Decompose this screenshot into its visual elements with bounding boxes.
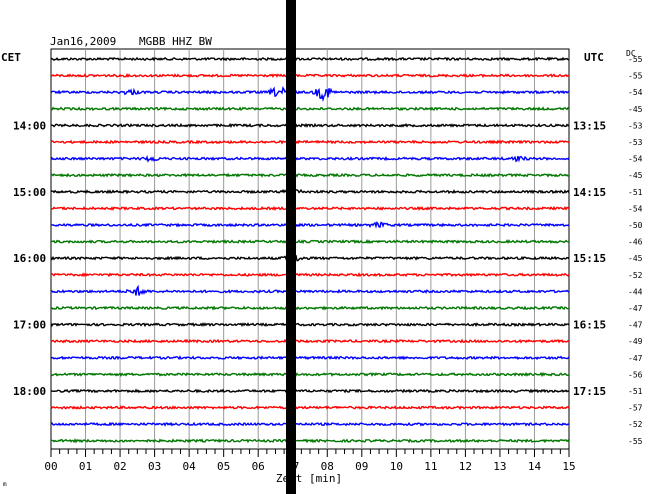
dc-offset-value: -54 [628,155,643,164]
minute-grid [50,48,570,450]
dc-offset-value: -47 [628,354,643,363]
trace-line [50,338,570,344]
trace-line [50,239,570,245]
x-axis-tick-label: 13 [493,460,506,473]
trace-line [50,405,570,411]
trace-line [50,355,570,361]
trace-line [50,72,570,79]
trace-line [50,421,570,427]
dc-offset-value: -51 [628,188,643,197]
dc-offset-value: -52 [628,271,643,280]
trace-line [50,371,570,378]
x-axis-label: Zeit [min] [276,472,342,485]
dc-offset-value: -57 [628,404,643,413]
x-axis-tick-label: 00 [44,460,57,473]
trace-line [50,154,570,163]
left-timezone-label: CET [1,51,21,64]
x-axis-tick-label: 09 [355,460,368,473]
dc-offset-value: -55 [628,437,643,446]
dc-offset-value: -53 [628,121,643,130]
left-hour-label: 18:00 [13,385,46,398]
trace-line [50,139,570,145]
left-hour-label: 15:00 [13,186,46,199]
trace-line [50,220,570,229]
header-date: Jan16,2009 [50,35,116,48]
dc-offset-value: -45 [628,254,643,263]
dc-offset-value: -46 [628,238,643,247]
left-hour-label: 14:00 [13,119,46,132]
x-axis-tick-label: 04 [183,460,197,473]
x-axis-tick-label: 05 [217,460,230,473]
trace-line [50,205,570,212]
dc-offset-value: -55 [628,55,643,64]
dc-offset-labels: -55 -55 -54 -45 -53 -53 -54 -45 -51 -54 -50 -46 -45 -… [628,55,643,446]
right-hour-label: 17:15 [573,385,606,398]
dc-offset-value: -54 [628,204,643,213]
x-axis-tick-label: 03 [148,460,161,473]
trace-line [50,284,570,296]
trace-line [50,172,570,178]
left-hour-label: 17:00 [13,319,46,332]
dc-offset-value: -55 [628,72,643,81]
x-axis-tick-label: 11 [424,460,437,473]
trace-line [50,253,570,263]
x-axis-tick-label: 01 [79,460,92,473]
dc-offset-value: -52 [628,420,643,429]
trace-line [50,56,570,62]
dc-offset-value: -54 [628,88,643,97]
dc-offset-value: -45 [628,105,643,114]
right-timezone-label: UTC [584,51,604,64]
right-hour-label: 15:15 [573,252,606,265]
x-axis: 00010203040506070809101112131415 [44,449,576,473]
x-axis-tick-label: 14 [528,460,542,473]
trace-line [50,388,570,394]
dc-offset-value: -53 [628,138,643,147]
header-station: MGBB HHZ BW [139,35,212,48]
hour-labels: 14:00 15:00 16:00 17:00 18:00 13:15 14:15 15:15… [13,119,606,398]
dc-offset-value: -51 [628,387,643,396]
x-axis-tick-label: 15 [562,460,575,473]
dc-offset-value: -44 [628,287,643,296]
dc-offset-value: -45 [628,171,643,180]
trace-line [50,106,570,112]
x-axis-tick-label: 08 [321,460,334,473]
trace-line [50,305,570,311]
dc-label: DC [626,49,636,58]
dc-offset-value: -47 [628,321,643,330]
dc-offset-value: -56 [628,370,643,379]
dc-offset-value: -47 [628,304,643,313]
trace-line [50,322,570,328]
x-axis-tick-label: 02 [113,460,126,473]
trace-line [50,186,570,198]
right-hour-label: 13:15 [573,119,606,132]
x-axis-tick-label: 10 [390,460,403,473]
dc-offset-value: -50 [628,221,643,230]
right-hour-label: 14:15 [573,186,606,199]
dc-offset-value: -49 [628,337,643,346]
x-axis-tick-label: 12 [459,460,472,473]
trace-line [50,122,570,129]
trace-line [50,85,570,103]
left-hour-label: 16:00 [13,252,46,265]
x-axis-tick-label: 06 [252,460,265,473]
trace-line [50,438,570,444]
seismic-traces [50,56,570,444]
vertical-black-bar [286,0,297,494]
footnote-mark: m [3,481,7,488]
trace-line [50,272,570,278]
right-hour-label: 16:15 [573,319,606,332]
